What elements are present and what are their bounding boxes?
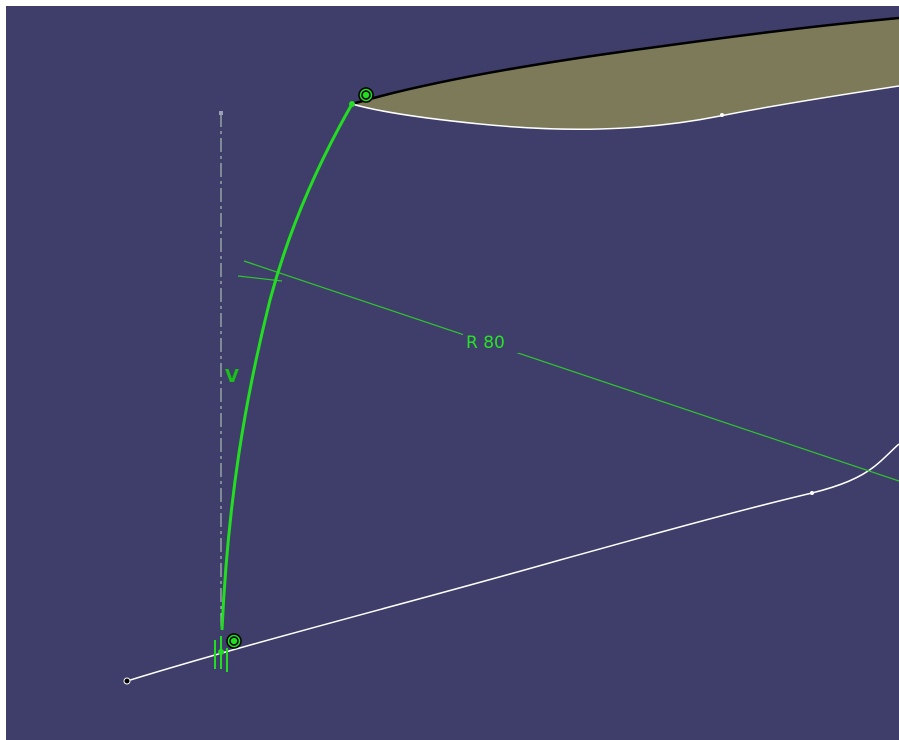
coincidence-constraint-icon[interactable] — [226, 633, 242, 649]
radius-dimension-label[interactable]: R 80 — [466, 333, 505, 353]
active-arc[interactable] — [220, 103, 354, 631]
radius-dimension-line[interactable] — [243, 260, 899, 482]
parallel-constraint-icon[interactable] — [214, 636, 228, 672]
axis-end-point[interactable] — [219, 111, 223, 115]
viewport-background — [6, 6, 899, 740]
coincidence-constraint-icon[interactable] — [358, 87, 374, 103]
surface-patch[interactable] — [352, 18, 899, 130]
vertical-constraint-label[interactable]: V — [225, 366, 239, 387]
lower-curve[interactable] — [126, 443, 899, 682]
surface-upper-edge[interactable] — [351, 16, 899, 106]
curve-mid-point[interactable] — [810, 491, 814, 495]
surface-lower-edge[interactable] — [351, 85, 899, 130]
surface-edge-point[interactable] — [720, 113, 724, 117]
curve-end-point[interactable] — [123, 677, 131, 685]
radius-label-background — [463, 331, 519, 353]
arc-top-endpoint[interactable] — [349, 101, 355, 107]
